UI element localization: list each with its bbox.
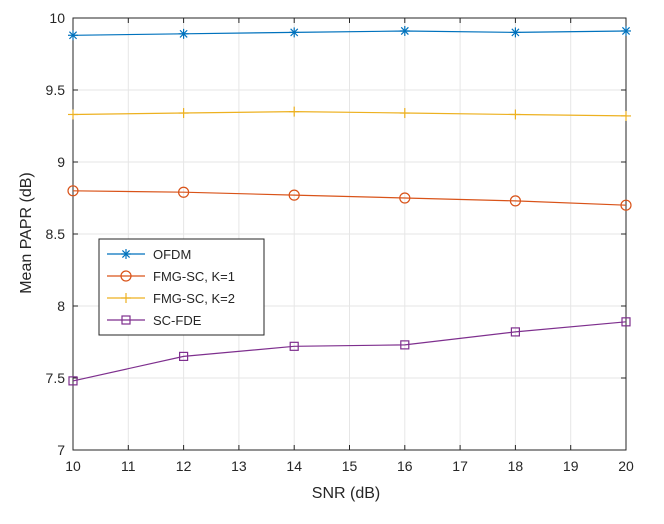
series-line-fmg-sc-k-2 [72,110,627,117]
data-point-sc-fde [289,341,299,351]
x-tick-label: 15 [342,458,358,474]
legend-marker [120,270,132,282]
data-point-fmg-sc-k-1 [67,185,79,197]
data-point-sc-fde [179,351,189,361]
data-point-sc-fde [621,317,631,327]
legend-marker [121,315,131,325]
data-point-fmg-sc-k-1 [399,192,411,204]
series-sc-fde [68,317,631,386]
legend-label: FMG-SC, K=2 [153,291,235,306]
series-line-fmg-sc-k-1 [72,190,627,206]
data-point-fmg-sc-k-1 [178,186,190,198]
plot-series [67,25,632,386]
data-point-ofdm [68,30,78,41]
legend-entry-sc-fde: SC-FDE [107,313,202,328]
legend-label: FMG-SC, K=1 [153,269,235,284]
legend-entry-fmg-sc-k-2: FMG-SC, K=2 [107,291,235,306]
series-fmg-sc-k-2 [68,106,631,121]
y-tick-label: 8.5 [46,226,66,242]
legend-marker [121,249,131,259]
x-tick-label: 12 [176,458,192,474]
series-fmg-sc-k-1 [67,185,632,211]
data-point-fmg-sc-k-2 [510,109,521,120]
x-tick-label: 18 [508,458,524,474]
y-tick-label: 9.5 [46,82,66,98]
data-point-fmg-sc-k-2 [621,110,631,121]
x-tick-label: 20 [618,458,634,474]
data-point-fmg-sc-k-2 [399,108,410,119]
data-point-fmg-sc-k-1 [288,189,300,201]
x-tick-label: 17 [452,458,468,474]
axes: 10 11 12 13 14 15 16 17 18 19 20 7 7.5 8 8.5 9 9.5 10 [46,10,634,474]
x-tick-label: 11 [121,458,136,474]
data-point-sc-fde [68,376,78,386]
plot-frame [72,17,627,451]
legend-entry-fmg-sc-k-1: FMG-SC, K=1 [107,269,235,284]
data-point-ofdm [178,28,189,39]
legend: OFDM FMG-SC, K=1 FMG-SC, K=2 SC-FDE [98,238,265,336]
data-point-fmg-sc-k-1 [620,199,632,211]
data-point-fmg-sc-k-2 [68,109,78,120]
series-ofdm [68,25,631,41]
y-tick-label: 7.5 [46,370,66,386]
series-line-ofdm [72,30,627,36]
y-tick-label: 7 [57,442,65,458]
x-tick-label: 16 [397,458,413,474]
data-point-sc-fde [400,340,410,350]
legend-label: SC-FDE [153,313,202,328]
x-tick-label: 14 [286,458,302,474]
series-line-sc-fde [72,321,627,382]
x-tick-label: 13 [231,458,247,474]
x-tick-label: 10 [65,458,81,474]
legend-label: OFDM [153,247,191,262]
y-tick-label: 10 [49,10,65,26]
data-point-fmg-sc-k-1 [509,195,522,207]
data-point-ofdm [289,27,300,38]
x-tick-label: 19 [563,458,579,474]
y-tick-label: 8 [57,298,65,314]
y-tick-label: 9 [57,154,65,170]
data-point-fmg-sc-k-2 [178,108,189,119]
data-point-ofdm [621,25,631,36]
data-point-ofdm [510,27,521,38]
data-point-fmg-sc-k-2 [289,106,300,117]
data-point-ofdm [399,25,410,36]
legend-entry-ofdm: OFDM [107,247,191,262]
y-axis-label: Mean PAPR (dB) [18,172,35,294]
data-point-sc-fde [510,327,520,337]
x-axis-label: SNR (dB) [312,485,380,502]
legend-marker [121,293,131,303]
